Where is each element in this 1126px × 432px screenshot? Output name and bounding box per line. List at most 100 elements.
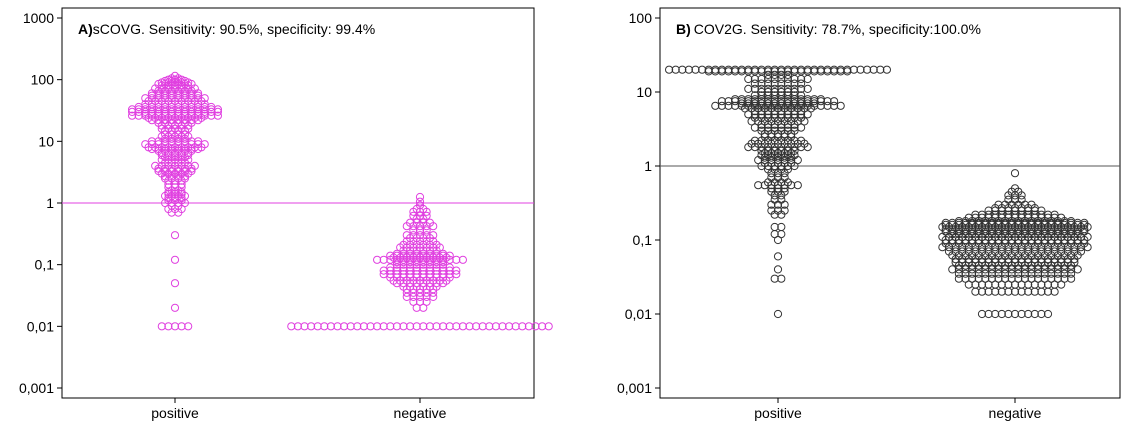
panel-b-x-axis: positive negative [754,398,1042,421]
data-point [843,67,852,76]
data-point [974,265,983,274]
panel-b-x-tick-label: negative [989,405,1042,421]
data-point [790,107,799,116]
data-point [737,67,746,76]
data-point [744,143,753,152]
data-point [1020,235,1030,245]
data-point [170,176,180,185]
data-point [803,110,812,119]
data-point [141,100,150,109]
data-point [1034,269,1043,278]
data-point [422,288,431,297]
data-point [1017,191,1026,200]
data-point [1060,235,1069,245]
data-point [790,161,799,171]
data-point [1001,261,1010,270]
data-point [773,309,783,319]
data-point [991,243,1000,252]
data-point [948,235,957,245]
data-point [1043,255,1053,264]
data-point [750,84,760,94]
data-point [691,65,700,74]
data-point [406,260,415,269]
data-point [790,120,799,129]
data-point [1007,235,1016,245]
data-point [747,117,756,126]
data-point [770,110,779,119]
data-point [780,169,789,178]
data-point [340,322,349,331]
data-point [797,84,806,94]
data-point [1050,243,1059,252]
data-point [439,322,448,331]
data-point [177,322,186,331]
data-point [157,322,166,331]
panel-a-points [128,71,553,331]
data-point [409,222,418,231]
data-point [783,123,793,132]
data-point [971,243,980,252]
data-point [770,79,779,88]
data-point [429,222,438,231]
data-point [213,111,222,120]
data-point [770,91,779,100]
data-point [954,265,964,274]
data-point [764,70,773,80]
data-point [1047,261,1056,270]
data-point [1010,255,1020,264]
data-point [412,260,421,269]
data-point [1083,243,1092,252]
data-point [1034,261,1043,270]
data-point [770,107,779,116]
data-point [797,107,806,116]
data-point [793,181,802,190]
data-point [997,309,1006,319]
data-point [419,303,428,312]
data-point [954,274,964,283]
data-point [415,288,425,297]
data-point [984,210,993,219]
data-point [399,322,408,331]
data-point [1057,255,1066,264]
data-point [194,100,203,109]
data-point [1030,255,1039,264]
panel-b-frame [659,7,1121,399]
data-point [1020,265,1030,274]
data-point [1030,243,1039,252]
data-point [968,269,977,278]
data-point [366,322,375,331]
data-point [439,260,448,269]
data-point [777,120,786,129]
data-point [787,181,796,190]
data-point [1053,265,1063,274]
data-point [830,101,839,110]
data-point [1014,261,1023,270]
data-point [1063,255,1072,264]
data-point [830,67,839,76]
data-point [958,255,967,264]
data-point [961,269,970,278]
data-point [968,235,977,245]
data-point [977,255,987,264]
data-point [1030,309,1039,319]
data-point [777,210,786,219]
data-point [406,270,415,279]
data-point [415,226,425,235]
data-point [300,322,309,331]
data-point [777,110,786,119]
data-point [1076,243,1086,252]
data-point [313,322,322,331]
data-point [863,65,872,74]
data-point [773,184,783,193]
data-point [790,123,799,132]
data-point [1004,243,1013,252]
data-point [170,255,180,264]
data-point [731,67,740,76]
data-point [1037,210,1046,219]
data-point [402,222,411,231]
data-point [951,243,960,252]
data-point [757,161,766,171]
data-point [780,200,789,209]
data-point [200,100,209,109]
data-point [783,70,793,80]
